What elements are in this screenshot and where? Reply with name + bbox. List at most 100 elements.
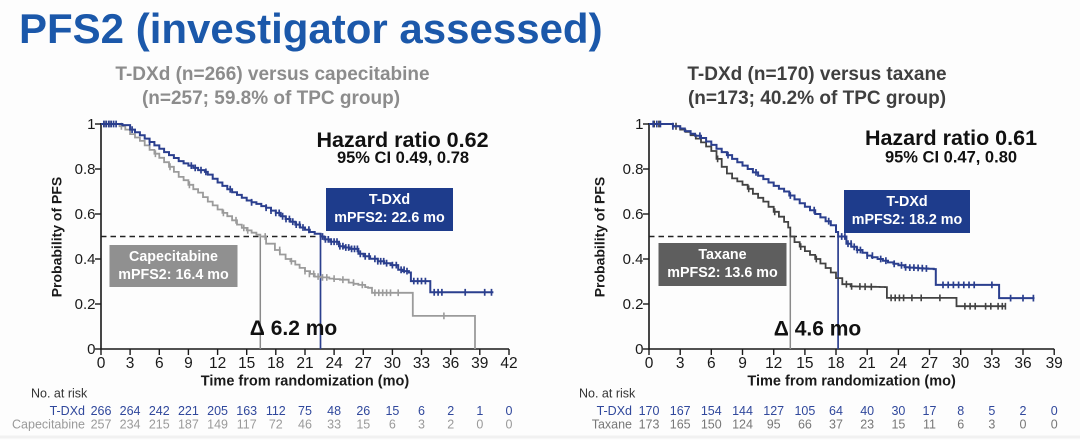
svg-text:170: 170 [639,404,660,418]
svg-text:15: 15 [238,355,255,372]
svg-text:150: 150 [701,418,722,432]
svg-text:30: 30 [891,404,905,418]
svg-text:(n=173; 40.2% of TPC group): (n=173; 40.2% of TPC group) [688,88,946,109]
svg-text:144: 144 [732,404,753,418]
svg-text:11: 11 [923,418,936,432]
svg-text:48: 48 [327,404,341,418]
svg-text:T-DXd: T-DXd [597,404,632,418]
svg-text:6: 6 [957,418,964,432]
svg-text:3: 3 [988,418,995,432]
svg-text:187: 187 [178,418,199,432]
svg-text:12: 12 [209,355,226,372]
svg-text:mPFS2: 16.4 mo: mPFS2: 16.4 mo [118,267,229,283]
svg-text:Δ 6.2 mo: Δ 6.2 mo [250,317,337,340]
svg-text:24: 24 [890,355,908,372]
svg-text:3: 3 [418,418,425,432]
svg-text:(n=257; 59.8% of TPC group): (n=257; 59.8% of TPC group) [142,88,400,109]
svg-text:15: 15 [356,418,370,432]
svg-text:0: 0 [476,418,483,432]
svg-text:66: 66 [798,418,812,432]
svg-text:0.6: 0.6 [623,206,644,223]
svg-text:215: 215 [149,418,170,432]
svg-text:173: 173 [639,418,660,432]
svg-text:75: 75 [298,404,312,418]
svg-text:27: 27 [921,355,938,372]
svg-text:33: 33 [413,355,430,372]
svg-text:26: 26 [356,404,370,418]
svg-text:15: 15 [796,355,813,372]
svg-text:Capecitabine: Capecitabine [12,418,85,432]
svg-text:15: 15 [385,404,399,418]
svg-text:T-DXd (n=266) versus capecitab: T-DXd (n=266) versus capecitabine [115,64,429,85]
svg-text:30: 30 [952,355,970,372]
svg-text:6: 6 [707,355,716,372]
svg-text:1: 1 [635,116,643,133]
svg-text:T-DXd: T-DXd [369,192,410,208]
svg-text:8: 8 [957,404,964,418]
svg-text:165: 165 [670,418,691,432]
svg-text:9: 9 [738,355,747,372]
svg-text:mPFS2: 22.6 mo: mPFS2: 22.6 mo [334,210,445,226]
svg-text:5: 5 [988,404,995,418]
svg-text:2: 2 [447,404,454,418]
svg-text:6: 6 [418,404,425,418]
svg-text:266: 266 [91,404,112,418]
svg-text:Probability of PFS: Probability of PFS [49,177,65,298]
svg-text:40: 40 [860,404,874,418]
svg-text:23: 23 [860,418,874,432]
svg-text:T-DXd: T-DXd [886,194,927,210]
svg-text:127: 127 [763,404,784,418]
svg-text:3: 3 [126,355,135,372]
svg-text:2: 2 [1020,404,1027,418]
svg-text:30: 30 [384,355,402,372]
svg-text:42: 42 [500,355,517,372]
svg-text:72: 72 [269,418,283,432]
svg-text:36: 36 [442,355,459,372]
svg-text:PFS2 (investigator assessed): PFS2 (investigator assessed) [19,5,603,52]
svg-text:Time from randomization (mo): Time from randomization (mo) [201,374,410,390]
svg-text:0.6: 0.6 [75,206,96,223]
svg-text:0: 0 [506,418,513,432]
svg-text:117: 117 [237,418,257,432]
svg-text:95% CI 0.49, 0.78: 95% CI 0.49, 0.78 [337,149,469,167]
svg-text:0: 0 [1020,418,1027,432]
svg-text:21: 21 [296,355,313,372]
svg-text:Taxane: Taxane [592,418,632,432]
svg-text:95: 95 [767,418,781,432]
svg-text:205: 205 [207,404,228,418]
svg-text:124: 124 [732,418,753,432]
svg-text:Hazard ratio 0.61: Hazard ratio 0.61 [865,126,1037,150]
svg-text:0: 0 [1051,404,1058,418]
svg-text:Δ 4.6 mo: Δ 4.6 mo [774,318,861,341]
svg-text:0.4: 0.4 [75,251,96,268]
svg-text:1: 1 [87,116,95,133]
svg-text:39: 39 [1046,355,1063,372]
svg-text:0: 0 [645,355,654,372]
svg-text:39: 39 [471,355,488,372]
svg-text:0.8: 0.8 [75,161,96,178]
svg-text:0: 0 [635,341,643,358]
svg-text:6: 6 [155,355,164,372]
svg-text:Taxane: Taxane [698,247,746,263]
svg-text:mPFS2: 18.2 mo: mPFS2: 18.2 mo [852,212,963,228]
svg-text:No. at risk: No. at risk [579,387,636,401]
svg-text:163: 163 [236,404,257,418]
svg-text:12: 12 [765,355,782,372]
svg-text:242: 242 [149,404,170,418]
svg-text:15: 15 [891,418,905,432]
svg-text:21: 21 [859,355,876,372]
svg-text:0: 0 [97,355,106,372]
svg-text:24: 24 [325,355,343,372]
svg-text:154: 154 [701,404,722,418]
svg-text:18: 18 [267,355,284,372]
svg-text:mPFS2: 13.6 mo: mPFS2: 13.6 mo [667,265,778,281]
svg-text:234: 234 [120,418,141,432]
svg-text:64: 64 [829,404,843,418]
svg-text:6: 6 [389,418,396,432]
svg-text:95% CI 0.47, 0.80: 95% CI 0.47, 0.80 [885,149,1017,167]
svg-text:37: 37 [829,418,843,432]
svg-text:46: 46 [298,418,312,432]
svg-text:18: 18 [827,355,844,372]
svg-text:Hazard ratio 0.62: Hazard ratio 0.62 [316,128,488,152]
svg-text:0: 0 [506,404,513,418]
